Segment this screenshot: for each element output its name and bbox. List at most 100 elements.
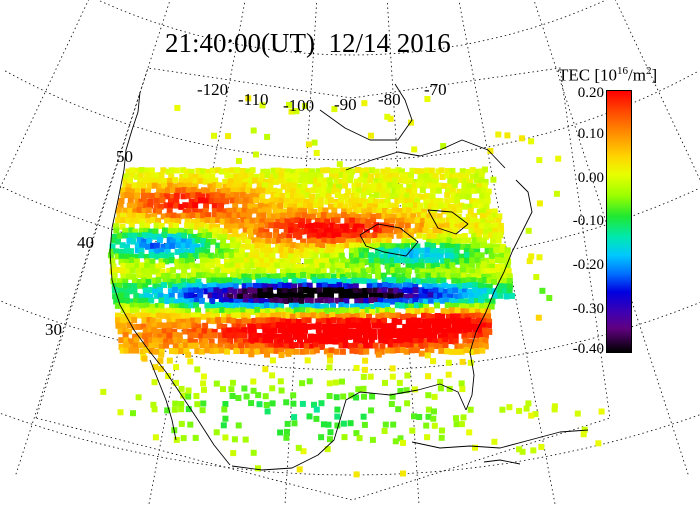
- tec-cell: [199, 407, 206, 414]
- tec-cell: [229, 223, 236, 230]
- tec-cell: [259, 193, 266, 200]
- tec-cell: [257, 288, 264, 295]
- tec-cell: [329, 258, 336, 265]
- tec-cell: [444, 222, 451, 229]
- tec-cell: [190, 219, 197, 225]
- tec-cell: [424, 308, 431, 315]
- tec-cell: [402, 333, 408, 340]
- tec-cell: [120, 192, 127, 199]
- tec-cell: [399, 302, 405, 309]
- tec-cell: [197, 292, 204, 299]
- tec-cell: [155, 273, 162, 280]
- tec-cell: [195, 188, 202, 195]
- tec-cell: [320, 212, 327, 219]
- tec-cell: [467, 406, 474, 413]
- tec-cell: [118, 253, 125, 260]
- tec-cell: [233, 248, 240, 255]
- tec-cell: [397, 288, 404, 295]
- tec-cell: [222, 415, 229, 422]
- tec-cell: [375, 273, 382, 280]
- tec-cell: [373, 287, 379, 294]
- tec-cell: [360, 243, 367, 250]
- tec-cell: [180, 212, 187, 219]
- tec-cell: [312, 183, 319, 190]
- tec-cell: [213, 287, 220, 294]
- tec-cell: [169, 297, 176, 304]
- tec-cell: [399, 217, 406, 224]
- tec-cell: [209, 187, 216, 194]
- tec-cell: [381, 323, 388, 330]
- tec-cell: [462, 283, 469, 289]
- tec-cell: [152, 288, 159, 295]
- tec-cell: [483, 302, 490, 309]
- tec-cell: [438, 338, 444, 345]
- tec-cell: [312, 287, 319, 294]
- tec-cell: [265, 313, 272, 319]
- tec-cell: [185, 406, 192, 413]
- tec-cell: [123, 288, 130, 295]
- tec-cell: [241, 332, 248, 339]
- tec-cell: [383, 298, 389, 305]
- tec-cell: [236, 328, 243, 335]
- tec-cell: [459, 358, 466, 365]
- tec-cell: [255, 317, 262, 324]
- tec-cell: [555, 155, 562, 162]
- tec-cell: [410, 242, 417, 249]
- coastline: [411, 429, 589, 449]
- tec-cell: [321, 317, 328, 324]
- tec-cell: [392, 182, 399, 189]
- tec-cell: [280, 238, 287, 245]
- tec-cell: [324, 248, 331, 255]
- tec-cell: [200, 268, 207, 275]
- tec-cell: [182, 287, 189, 294]
- tec-cell: [450, 273, 457, 280]
- tec-cell: [428, 342, 435, 349]
- tec-cell: [288, 342, 295, 349]
- tec-cell: [141, 333, 148, 340]
- tec-cell: [477, 288, 484, 295]
- tec-cell: [361, 188, 368, 194]
- tec-cell: [237, 338, 244, 345]
- tec-cell: [263, 302, 270, 309]
- tec-cell: [424, 247, 431, 254]
- tec-cell: [385, 242, 392, 249]
- tec-cell: [403, 294, 410, 300]
- tec-cell: [110, 237, 117, 244]
- tec-cell: [324, 297, 331, 304]
- tec-cell: [251, 317, 258, 324]
- tec-cell: [272, 203, 279, 210]
- tec-cell: [536, 200, 543, 207]
- tec-cell: [408, 303, 415, 310]
- tec-cell: [235, 268, 242, 275]
- tec-cell: [222, 297, 229, 304]
- tec-cell: [282, 293, 289, 300]
- tec-cell: [256, 401, 263, 408]
- tec-cell: [395, 406, 402, 413]
- tec-cell: [289, 259, 296, 265]
- tec-cell: [181, 187, 188, 194]
- tec-cell: [371, 317, 377, 324]
- tec-cell: [214, 223, 220, 230]
- tec-cell: [300, 267, 307, 274]
- tec-cell: [523, 405, 530, 412]
- tec-cell: [188, 257, 195, 263]
- tec-cell: [115, 312, 121, 319]
- tec-cell: [300, 238, 307, 245]
- tec-cell: [492, 292, 498, 299]
- tec-cell: [207, 287, 214, 294]
- tec-cell: [409, 253, 415, 260]
- tec-cell: [131, 287, 138, 294]
- tec-cell: [293, 248, 300, 255]
- tec-cell: [304, 297, 311, 304]
- tec-cell: [139, 348, 146, 355]
- tec-cell: [441, 237, 448, 244]
- tec-cell: [368, 257, 375, 264]
- tec-cell: [292, 208, 299, 215]
- tec-cell: [438, 347, 445, 354]
- tec-cell: [376, 183, 383, 189]
- tec-cell: [212, 343, 219, 350]
- tec-cell: [135, 323, 142, 330]
- tec-cell: [396, 333, 403, 339]
- tec-cell: [180, 238, 187, 245]
- tec-cell: [192, 282, 199, 289]
